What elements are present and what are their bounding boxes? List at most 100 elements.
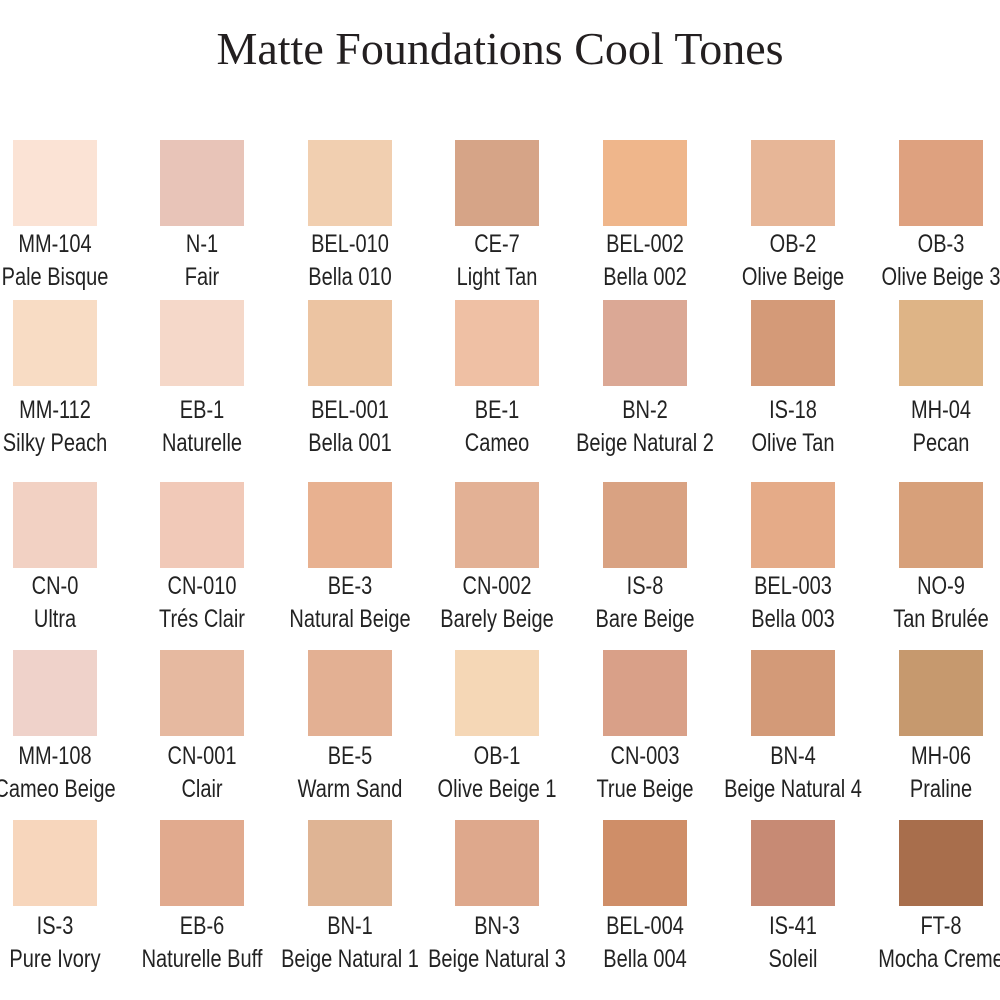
swatch (751, 300, 835, 386)
swatch (603, 820, 687, 906)
swatch (751, 650, 835, 736)
swatch-code: CN-010 (167, 572, 237, 600)
swatch-name: Naturelle (161, 429, 243, 457)
swatch (455, 300, 539, 386)
swatch-name: Beige Natural 2 (576, 429, 714, 457)
swatch-code: IS-41 (769, 912, 817, 940)
swatch-name: Clair (181, 775, 223, 803)
swatch (899, 820, 983, 906)
swatch-name: Bare Beige (595, 605, 695, 633)
swatch-name: Beige Natural 4 (724, 775, 862, 803)
swatch-code: CN-001 (167, 742, 237, 770)
swatch (160, 140, 244, 226)
swatch-name: Barely Beige (440, 605, 554, 633)
swatch-name: Pecan (912, 429, 970, 457)
swatch-name: Warm Sand (297, 775, 403, 803)
swatch-code: FT-8 (920, 912, 962, 940)
swatch-code: OB-2 (769, 230, 817, 258)
swatch (308, 140, 392, 226)
swatch-code: N-1 (185, 230, 219, 258)
swatch (308, 650, 392, 736)
swatch-code: BEL-002 (606, 230, 684, 258)
swatch-code: MM-104 (18, 230, 92, 258)
swatch (603, 140, 687, 226)
swatch (455, 820, 539, 906)
swatch-code: EB-6 (179, 912, 225, 940)
swatch-code: NO-9 (917, 572, 965, 600)
swatch (899, 140, 983, 226)
swatch-code: BEL-004 (606, 912, 684, 940)
swatch (455, 140, 539, 226)
swatch-name: Olive Beige 1 (437, 775, 557, 803)
swatch-name: Bella 002 (603, 263, 687, 291)
swatch-code: CN-002 (462, 572, 532, 600)
swatch-code: OB-3 (917, 230, 965, 258)
swatch-code: BEL-010 (311, 230, 389, 258)
swatch-name: Praline (909, 775, 973, 803)
title: Matte Foundations Cool Tones (216, 23, 784, 74)
swatch-name: Bella 003 (751, 605, 835, 633)
swatch-name: Bella 001 (308, 429, 392, 457)
swatch-code: BE-3 (327, 572, 373, 600)
swatch (751, 482, 835, 568)
swatch (160, 650, 244, 736)
swatch-code: BN-3 (474, 912, 520, 940)
swatch (751, 820, 835, 906)
swatch-code: MM-108 (18, 742, 92, 770)
swatch-name: True Beige (596, 775, 694, 803)
swatch (603, 650, 687, 736)
swatch-code: CN-0 (31, 572, 79, 600)
swatch (603, 300, 687, 386)
swatch-code: BE-1 (474, 396, 520, 424)
swatch-name: Bella 004 (603, 945, 687, 973)
swatch (13, 482, 97, 568)
swatch (13, 650, 97, 736)
swatch-name: Beige Natural 3 (428, 945, 566, 973)
swatch-name: Olive Tan (751, 429, 835, 457)
swatch-name: Pale Bisque (1, 263, 109, 291)
swatch-name: Beige Natural 1 (281, 945, 419, 973)
swatch-name: Silky Peach (2, 429, 108, 457)
swatch (13, 300, 97, 386)
swatch-name: Ultra (33, 605, 77, 633)
swatch-code: MM-112 (19, 396, 91, 424)
swatch (308, 482, 392, 568)
swatch (899, 482, 983, 568)
swatch-code: BN-4 (770, 742, 816, 770)
swatch-code: BN-1 (327, 912, 373, 940)
swatch-name: Mocha Creme (878, 945, 1000, 973)
swatch (13, 820, 97, 906)
swatch-code: IS-18 (769, 396, 817, 424)
swatch-code: BEL-003 (754, 572, 832, 600)
swatch (899, 300, 983, 386)
swatch (13, 140, 97, 226)
swatch (160, 820, 244, 906)
swatch-name: Soleil (768, 945, 818, 973)
swatch (308, 820, 392, 906)
swatch-code: EB-1 (179, 396, 225, 424)
swatch-name: Pure Ivory (9, 945, 101, 973)
swatch-name: Natural Beige (289, 605, 411, 633)
swatch-code: BEL-001 (311, 396, 389, 424)
swatch-code: IS-8 (626, 572, 664, 600)
swatch (160, 300, 244, 386)
swatch-code: MH-04 (910, 396, 971, 424)
swatch (308, 300, 392, 386)
swatch-name: Light Tan (456, 263, 538, 291)
swatch-code: CE-7 (474, 230, 520, 258)
swatch-code: OB-1 (473, 742, 521, 770)
swatch-name: Naturelle Buff (141, 945, 263, 973)
swatch-code: BN-2 (622, 396, 668, 424)
swatch-name: Olive Beige 3 (881, 263, 1000, 291)
swatch (455, 482, 539, 568)
swatch-name: Cameo (464, 429, 530, 457)
swatch-name: Bella 010 (308, 263, 392, 291)
swatch (455, 650, 539, 736)
swatch (751, 140, 835, 226)
swatch-name: Trés Clair (159, 605, 245, 633)
swatch-name: Tan Brulée (893, 605, 989, 633)
swatch (160, 482, 244, 568)
swatch-name: Cameo Beige (0, 775, 116, 803)
swatch-code: MH-06 (910, 742, 971, 770)
